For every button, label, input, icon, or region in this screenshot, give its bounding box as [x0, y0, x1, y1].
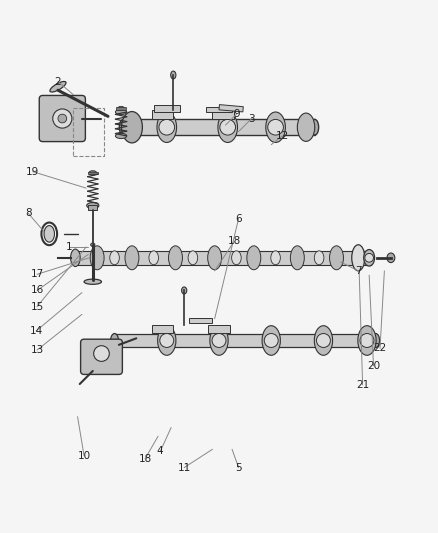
Text: 7: 7 — [355, 266, 362, 276]
Bar — [152, 325, 173, 333]
Circle shape — [317, 334, 330, 348]
Text: 16: 16 — [31, 286, 44, 295]
Circle shape — [220, 119, 236, 135]
Ellipse shape — [210, 326, 228, 356]
Ellipse shape — [364, 249, 374, 266]
Bar — [219, 104, 243, 112]
Text: 2: 2 — [55, 77, 61, 86]
Bar — [154, 106, 180, 112]
Circle shape — [53, 109, 72, 128]
Text: 18: 18 — [228, 236, 241, 246]
Text: 10: 10 — [78, 451, 91, 461]
Ellipse shape — [266, 112, 286, 142]
Ellipse shape — [290, 246, 304, 270]
Ellipse shape — [169, 246, 183, 270]
Bar — [206, 107, 232, 112]
Bar — [123, 119, 315, 135]
Ellipse shape — [352, 245, 365, 271]
Circle shape — [159, 119, 175, 135]
Ellipse shape — [311, 119, 319, 135]
Ellipse shape — [111, 334, 118, 348]
Ellipse shape — [116, 133, 127, 139]
Bar — [115, 334, 376, 348]
Ellipse shape — [125, 246, 139, 270]
Circle shape — [160, 334, 174, 348]
Ellipse shape — [121, 111, 142, 143]
Text: 9: 9 — [233, 109, 240, 119]
Ellipse shape — [87, 203, 99, 208]
Text: 8: 8 — [25, 208, 32, 219]
Text: 5: 5 — [235, 463, 242, 473]
Circle shape — [268, 119, 283, 135]
Text: 3: 3 — [248, 114, 255, 124]
FancyBboxPatch shape — [81, 339, 122, 375]
Ellipse shape — [297, 113, 315, 141]
Text: 15: 15 — [31, 302, 44, 312]
Ellipse shape — [149, 251, 159, 265]
Text: 12: 12 — [276, 131, 289, 141]
Text: 13: 13 — [31, 345, 44, 355]
Ellipse shape — [232, 251, 241, 265]
Ellipse shape — [182, 287, 187, 294]
Text: 6: 6 — [235, 214, 242, 224]
Bar — [212, 110, 234, 118]
FancyBboxPatch shape — [39, 95, 85, 142]
Ellipse shape — [119, 119, 127, 135]
Ellipse shape — [329, 246, 343, 270]
Ellipse shape — [117, 107, 124, 111]
Ellipse shape — [314, 326, 332, 356]
Text: 1: 1 — [66, 242, 72, 252]
Ellipse shape — [314, 251, 324, 265]
Text: 4: 4 — [157, 447, 163, 456]
Ellipse shape — [71, 249, 80, 266]
Bar — [75, 251, 371, 265]
Ellipse shape — [372, 334, 380, 348]
Text: 18: 18 — [138, 454, 152, 464]
Circle shape — [360, 334, 374, 348]
Circle shape — [58, 114, 67, 123]
Circle shape — [94, 346, 110, 361]
Ellipse shape — [358, 326, 376, 356]
Text: 17: 17 — [31, 269, 44, 279]
Bar — [88, 205, 97, 210]
Ellipse shape — [158, 326, 176, 356]
Ellipse shape — [90, 246, 104, 270]
Ellipse shape — [110, 251, 119, 265]
Ellipse shape — [91, 243, 95, 246]
Ellipse shape — [387, 253, 395, 263]
Circle shape — [264, 334, 278, 348]
Ellipse shape — [188, 251, 198, 265]
Text: 21: 21 — [356, 380, 369, 390]
Ellipse shape — [247, 246, 261, 270]
Ellipse shape — [157, 112, 177, 142]
Ellipse shape — [89, 171, 97, 175]
Text: 20: 20 — [367, 361, 380, 371]
Bar — [152, 110, 173, 118]
Ellipse shape — [262, 326, 280, 356]
Ellipse shape — [218, 112, 237, 142]
Text: 19: 19 — [26, 167, 39, 176]
Text: 22: 22 — [374, 343, 387, 353]
Bar — [73, 108, 104, 156]
Bar — [116, 107, 126, 110]
Ellipse shape — [84, 279, 102, 284]
Text: 11: 11 — [177, 463, 191, 473]
Ellipse shape — [50, 82, 66, 92]
Bar — [188, 318, 212, 323]
Text: 14: 14 — [30, 326, 43, 336]
Ellipse shape — [44, 225, 54, 242]
Ellipse shape — [271, 251, 280, 265]
Circle shape — [365, 254, 374, 262]
Ellipse shape — [171, 71, 176, 79]
Bar — [208, 325, 230, 333]
Bar — [88, 172, 98, 174]
Ellipse shape — [208, 246, 222, 270]
Circle shape — [212, 334, 226, 348]
Ellipse shape — [116, 109, 127, 115]
